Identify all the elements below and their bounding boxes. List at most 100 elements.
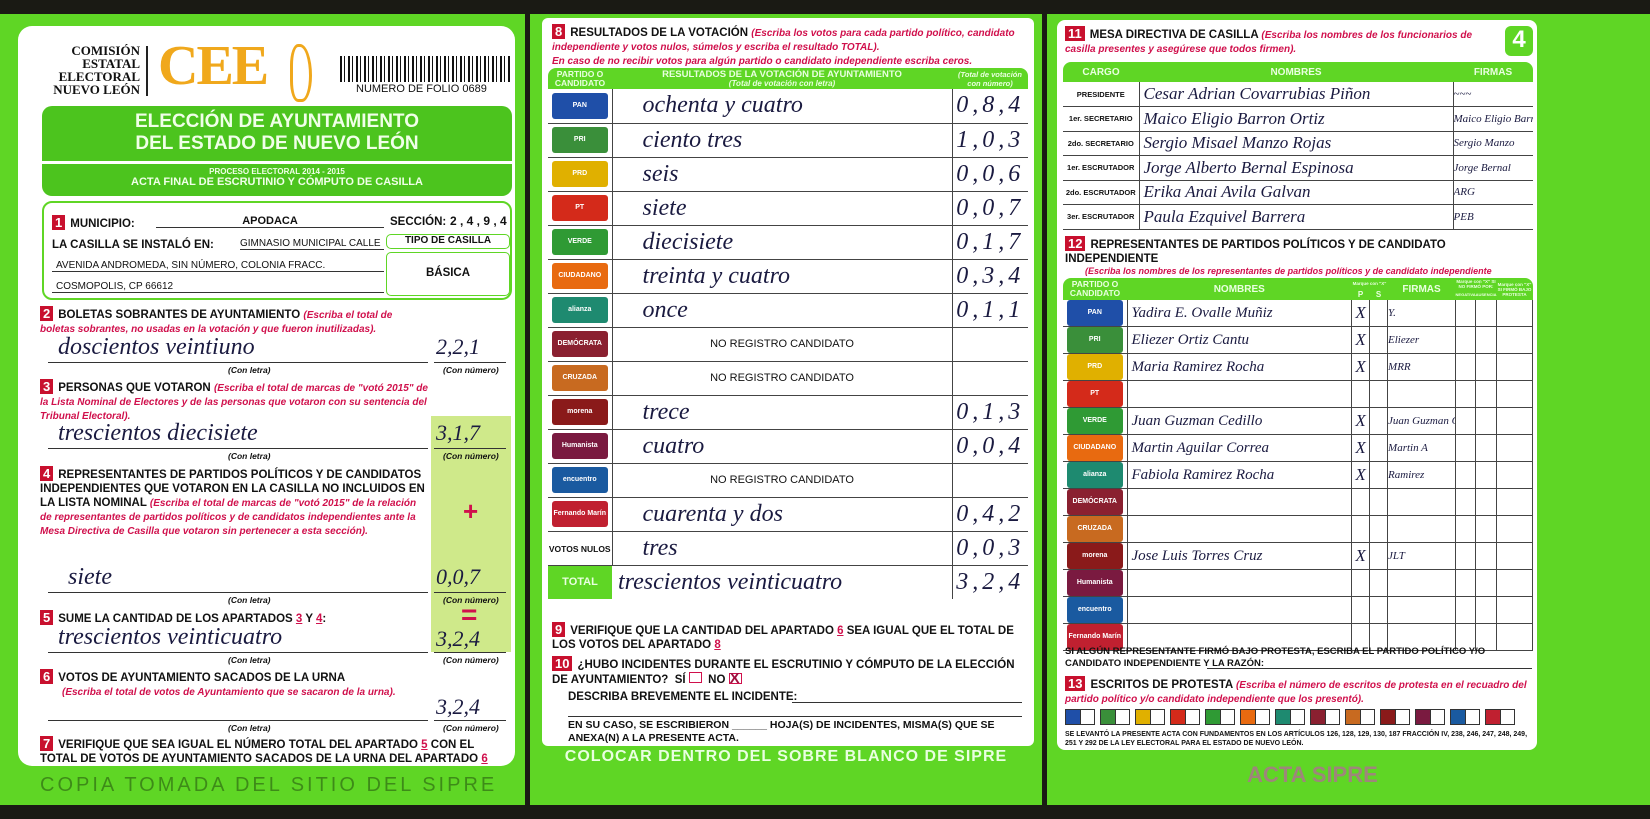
suplente-mark[interactable] (1369, 488, 1389, 516)
suplente-mark[interactable] (1369, 380, 1389, 408)
negativa-cell[interactable] (1455, 300, 1477, 327)
protesta-cell[interactable] (1496, 596, 1533, 624)
protesta-cell[interactable] (1496, 407, 1533, 435)
ausencia-cell[interactable] (1475, 542, 1497, 570)
propietario-mark[interactable] (1351, 380, 1371, 408)
ausencia-cell[interactable] (1475, 596, 1497, 624)
protesta-cell[interactable] (1496, 488, 1533, 516)
propietario-mark[interactable]: X (1351, 326, 1371, 354)
suplente-mark[interactable] (1369, 596, 1389, 624)
protest-count-input[interactable] (1115, 710, 1129, 724)
propietario-mark[interactable]: X (1351, 461, 1371, 489)
ausencia-cell[interactable] (1475, 515, 1497, 543)
protest-count-input[interactable] (1360, 710, 1374, 724)
protesta-cell[interactable] (1496, 353, 1533, 381)
protesta-cell[interactable] (1496, 434, 1533, 462)
section-number: 13 (1065, 676, 1086, 691)
negativa-cell[interactable] (1455, 407, 1477, 435)
propietario-mark[interactable] (1351, 623, 1371, 651)
propietario-mark[interactable] (1351, 596, 1371, 624)
suplente-mark[interactable] (1369, 569, 1389, 597)
ausencia-cell[interactable] (1475, 407, 1497, 435)
ausencia-cell[interactable] (1475, 569, 1497, 597)
protest-box[interactable] (1450, 709, 1480, 725)
protesta-cell[interactable] (1496, 542, 1533, 570)
protest-count-input[interactable] (1290, 710, 1304, 724)
negativa-cell[interactable] (1455, 623, 1477, 651)
protest-box[interactable] (1065, 709, 1095, 725)
protesta-cell[interactable] (1496, 569, 1533, 597)
protesta-cell[interactable] (1496, 515, 1533, 543)
line (434, 720, 506, 721)
cargo: 3er. ESCRUTADOR (1063, 204, 1140, 229)
propietario-mark[interactable]: X (1351, 300, 1371, 327)
propietario-mark[interactable]: X (1351, 542, 1371, 570)
protest-box[interactable] (1415, 709, 1445, 725)
protest-count-input[interactable] (1150, 710, 1164, 724)
negativa-cell[interactable] (1455, 596, 1477, 624)
ausencia-cell[interactable] (1475, 353, 1497, 381)
negativa-cell[interactable] (1455, 569, 1477, 597)
negativa-cell[interactable] (1455, 380, 1477, 408)
no-checkbox[interactable]: X (728, 670, 742, 687)
ausencia-cell[interactable] (1475, 488, 1497, 516)
protest-box[interactable] (1345, 709, 1375, 725)
protest-count-input[interactable] (1395, 710, 1409, 724)
si-checkbox[interactable] (688, 672, 702, 683)
protest-count-input[interactable] (1185, 710, 1199, 724)
protest-count-input[interactable] (1255, 710, 1269, 724)
suplente-mark[interactable] (1369, 353, 1389, 381)
negativa-cell[interactable] (1455, 326, 1477, 354)
protest-box[interactable] (1135, 709, 1165, 725)
protesta-cell[interactable] (1496, 461, 1533, 489)
propietario-mark[interactable]: X (1351, 407, 1371, 435)
suplente-mark[interactable] (1369, 407, 1389, 435)
negativa-cell[interactable] (1455, 542, 1477, 570)
protesta-cell[interactable] (1496, 300, 1533, 327)
ausencia-cell[interactable] (1475, 380, 1497, 408)
suplente-mark[interactable] (1369, 542, 1389, 570)
suplente-mark[interactable] (1369, 515, 1389, 543)
propietario-mark[interactable]: X (1351, 434, 1371, 462)
protest-count-input[interactable] (1220, 710, 1234, 724)
protest-box[interactable] (1240, 709, 1270, 725)
protest-count-input[interactable] (1430, 710, 1444, 724)
suplente-mark[interactable] (1369, 300, 1389, 327)
propietario-mark[interactable]: X (1351, 353, 1371, 381)
protest-count-input[interactable] (1465, 710, 1479, 724)
protest-box[interactable] (1205, 709, 1235, 725)
party-logo-encuentro-icon (1451, 710, 1465, 724)
ausencia-cell[interactable] (1475, 326, 1497, 354)
suplente-mark[interactable] (1369, 623, 1389, 651)
protest-count-input[interactable] (1080, 710, 1094, 724)
protesta-cell[interactable] (1496, 380, 1533, 408)
propietario-mark[interactable] (1351, 515, 1371, 543)
protest-box[interactable] (1380, 709, 1410, 725)
protest-count-input[interactable] (1325, 710, 1339, 724)
protesta-cell[interactable] (1496, 623, 1533, 651)
negativa-cell[interactable] (1455, 353, 1477, 381)
protest-count-input[interactable] (1500, 710, 1514, 724)
ausencia-cell[interactable] (1475, 300, 1497, 327)
incident-line[interactable] (568, 716, 1022, 717)
ausencia-cell[interactable] (1475, 434, 1497, 462)
negativa-cell[interactable] (1455, 434, 1477, 462)
protest-box[interactable] (1100, 709, 1130, 725)
incident-line[interactable] (792, 702, 1022, 703)
propietario-mark[interactable] (1351, 569, 1371, 597)
negativa-cell[interactable] (1455, 461, 1477, 489)
negativa-cell[interactable] (1455, 488, 1477, 516)
suplente-mark[interactable] (1369, 326, 1389, 354)
protest-box[interactable] (1170, 709, 1200, 725)
ausencia-cell[interactable] (1475, 461, 1497, 489)
protest-box[interactable] (1275, 709, 1305, 725)
protesta-line[interactable] (1207, 668, 1532, 669)
protest-box[interactable] (1485, 709, 1515, 725)
propietario-mark[interactable] (1351, 488, 1371, 516)
suplente-mark[interactable] (1369, 461, 1389, 489)
protest-box[interactable] (1310, 709, 1340, 725)
suplente-mark[interactable] (1369, 434, 1389, 462)
negativa-cell[interactable] (1455, 515, 1477, 543)
ausencia-cell[interactable] (1475, 623, 1497, 651)
protesta-cell[interactable] (1496, 326, 1533, 354)
